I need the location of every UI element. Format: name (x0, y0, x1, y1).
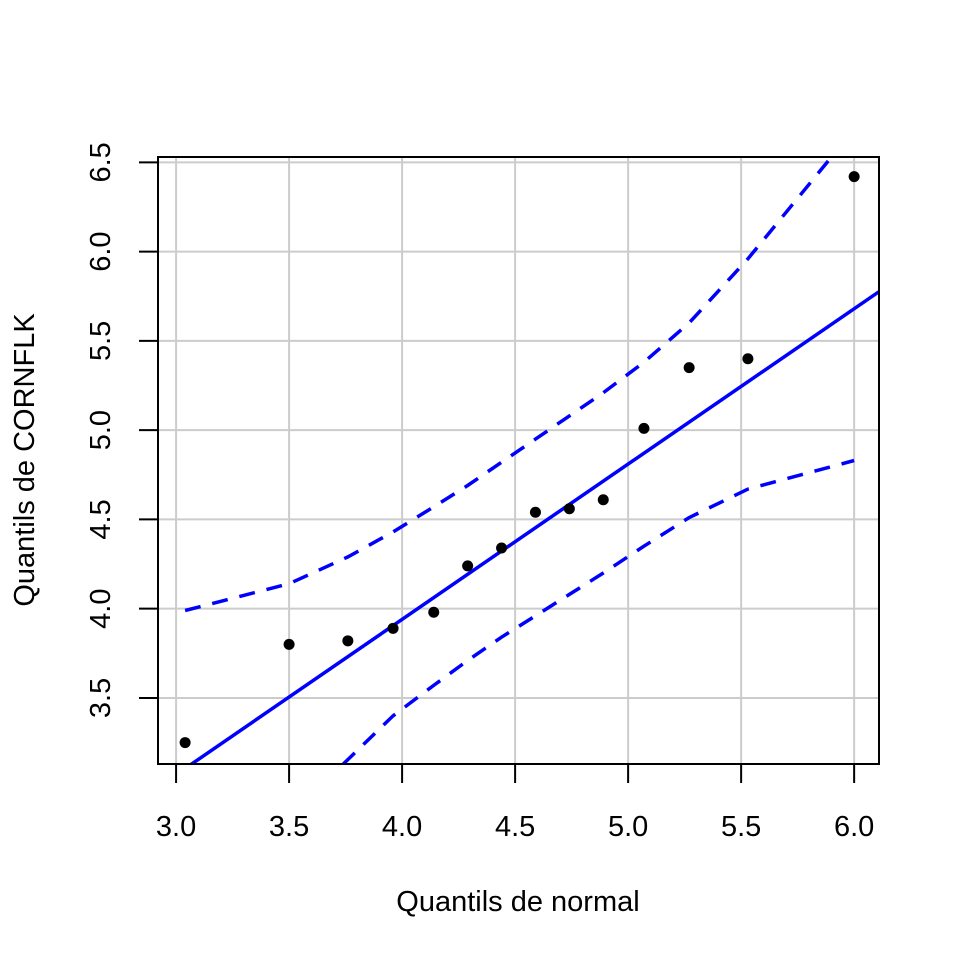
y-tick-label: 5.5 (85, 321, 117, 361)
y-tick-label: 4.5 (85, 499, 117, 539)
data-point-6 (496, 542, 508, 554)
y-tick-label: 6.5 (85, 142, 117, 182)
y-tick-label: 3.5 (85, 678, 117, 718)
data-point-3 (387, 622, 399, 634)
data-point-7 (529, 506, 541, 518)
reference-line (188, 290, 879, 764)
data-point-2 (342, 635, 354, 647)
x-axis-title: Quantils de normal (396, 886, 639, 918)
data-point-12 (742, 353, 754, 365)
lower-confidence-band (342, 458, 855, 764)
data-point-5 (462, 560, 474, 572)
data-point-0 (179, 737, 191, 749)
x-axis: 3.0 3.5 4.0 4.5 5.0 5.5 6.0 (156, 763, 874, 843)
y-tick-label: 6.0 (85, 231, 117, 271)
data-point-9 (597, 494, 609, 506)
grid-lines (158, 157, 879, 764)
y-tick-label: 5.0 (85, 410, 117, 450)
confidence-bands (184, 157, 855, 764)
x-tick-label: 5.0 (608, 811, 648, 843)
x-tick-label: 3.0 (156, 811, 196, 843)
reference-line-group (188, 290, 879, 764)
data-point-8 (563, 503, 575, 515)
x-tick-label: 4.5 (495, 811, 535, 843)
plot-frame (157, 156, 880, 765)
y-axis-title: Quantils de CORNFLK (9, 313, 41, 607)
x-tick-label: 4.0 (382, 811, 422, 843)
data-point-1 (283, 638, 295, 650)
x-tick-label: 6.0 (834, 811, 874, 843)
data-point-10 (638, 422, 650, 434)
y-tick-label: 4.0 (85, 589, 117, 629)
data-point-11 (683, 362, 695, 374)
data-points (179, 171, 860, 749)
x-tick-label: 3.5 (269, 811, 309, 843)
y-axis: 3.5 4.0 4.5 5.0 5.5 6.0 6.5 (85, 142, 159, 718)
upper-confidence-band (184, 157, 833, 613)
data-point-13 (848, 171, 860, 183)
x-tick-label: 5.5 (721, 811, 761, 843)
data-point-4 (428, 606, 440, 618)
